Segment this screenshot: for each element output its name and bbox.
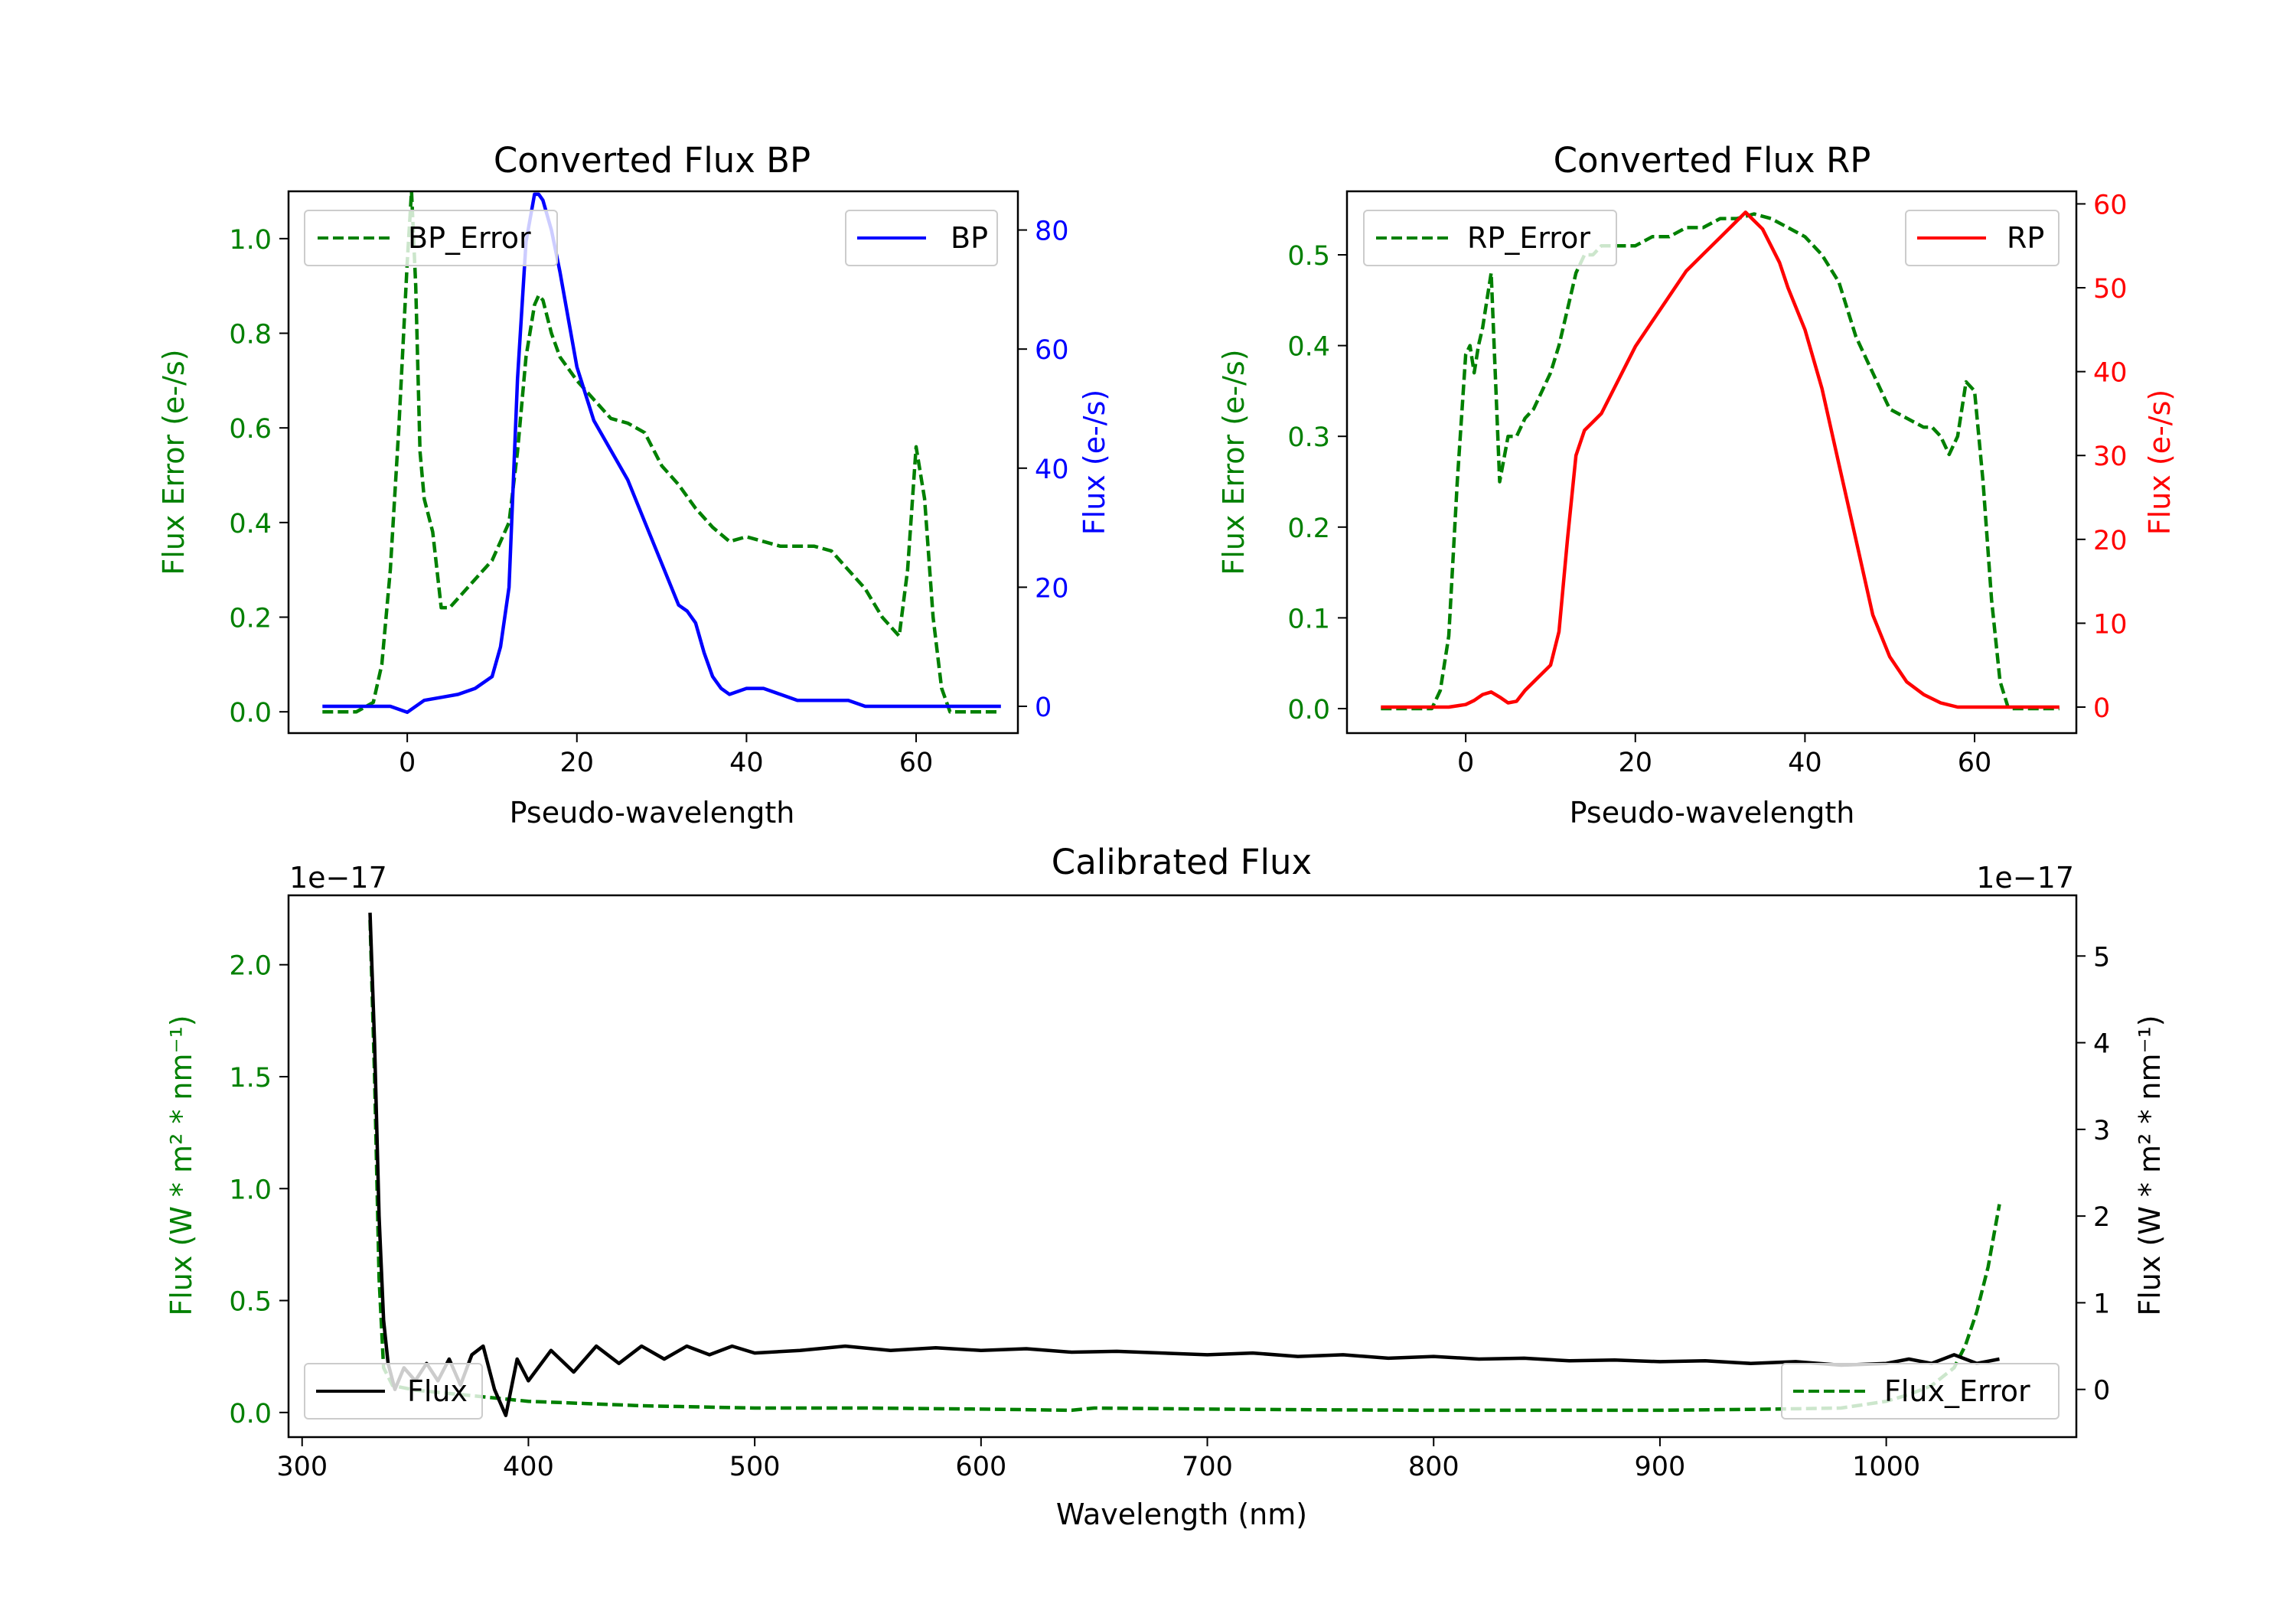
bp-right-ytick-label: 80 <box>1035 217 1069 247</box>
cal-left-ytick-label: 1.5 <box>229 1063 272 1094</box>
cal-xtick-label: 400 <box>503 1452 554 1482</box>
cal-legend-left-label: Flux <box>407 1374 468 1408</box>
cal-left-ytick-label: 0.0 <box>229 1399 272 1429</box>
bp-left-ytick-label: 0.8 <box>229 320 272 350</box>
rp-xtick-label: 0 <box>1457 748 1474 778</box>
bp-right-ylabel: Flux (e-/s) <box>1078 390 1111 535</box>
bp-plot-area: 0 20 40 60 0.0 0.2 0.4 0.6 0.8 1.0 0 20 40 60 80 <box>229 190 1069 778</box>
bp-right-ytick-label: 20 <box>1035 573 1069 604</box>
cal-xtick-label: 800 <box>1408 1452 1459 1482</box>
rp-left-ytick-label: 0.1 <box>1287 604 1330 634</box>
cal-right-ytick-label: 2 <box>2093 1202 2110 1233</box>
cal-legend-right[interactable]: Flux_Error <box>1781 1363 2060 1420</box>
rp-left-ytick-label: 0.2 <box>1287 513 1330 544</box>
cal-legend-right-label: Flux_Error <box>1884 1374 2030 1408</box>
rp-xtick-label: 40 <box>1788 748 1822 778</box>
bp-xtick-label: 40 <box>729 748 764 778</box>
rp-left-ytick-label: 0.4 <box>1287 332 1330 363</box>
cal-right-ytick-label: 4 <box>2093 1029 2110 1060</box>
bp-title: Converted Flux BP <box>494 140 810 181</box>
rp-right-ytick-label: 20 <box>2093 526 2128 556</box>
cal-xtick-label: 900 <box>1635 1452 1686 1482</box>
bp-left-ylabel: Flux Error (e-/s) <box>157 349 191 575</box>
rp-title: Converted Flux RP <box>1554 140 1871 181</box>
rp-left-ytick-label: 0.5 <box>1287 241 1330 272</box>
bp-xtick-label: 20 <box>559 748 594 778</box>
cal-xtick-label: 1000 <box>1852 1452 1920 1482</box>
cal-right-offset-text: 1e−17 <box>1976 861 2074 895</box>
cal-left-ytick-label: 2.0 <box>229 951 272 982</box>
rp-plot-area: 0 20 40 60 0.0 0.1 0.2 0.3 0.4 0.5 0 10 20 30 40 50 60 <box>1287 190 2127 778</box>
rp-legend-left-frame <box>1363 210 1617 266</box>
cal-xtick-label: 300 <box>276 1452 328 1482</box>
bp-left-ytick-label: 0.0 <box>229 698 272 729</box>
bp-left-ytick-label: 0.6 <box>229 414 272 445</box>
rp-xtick-label: 60 <box>1958 748 1992 778</box>
bp-panel: Converted Flux BP 0 20 40 60 0.0 0.2 0.4 0.6 0.8… <box>157 140 1111 830</box>
bp-legend-left-frame <box>304 210 558 266</box>
bp-left-ytick-label: 1.0 <box>229 225 272 256</box>
rp-left-ytick-label: 0.0 <box>1287 695 1330 725</box>
rp-right-ytick-label: 50 <box>2093 274 2128 305</box>
rp-legend-left[interactable]: RP_Error <box>1363 210 1617 266</box>
rp-legend-right[interactable]: RP <box>1905 210 2060 266</box>
cal-left-ytick-label: 0.5 <box>229 1287 272 1318</box>
bp-legend-right[interactable]: BP <box>845 210 998 266</box>
rp-right-ylabel: Flux (e-/s) <box>2143 390 2177 535</box>
rp-series-rp <box>1381 210 2060 709</box>
cal-xtick-label: 500 <box>729 1452 781 1482</box>
bp-legend-left[interactable]: BP_Error <box>304 210 558 266</box>
cal-right-ytick-label: 3 <box>2093 1116 2110 1146</box>
bp-xlabel: Pseudo-wavelength <box>510 796 795 830</box>
rp-axes-frame <box>1345 190 2078 735</box>
bp-legend-left-label: BP_Error <box>408 221 531 255</box>
cal-right-ytick-label: 1 <box>2093 1289 2110 1319</box>
cal-left-ytick-label: 1.0 <box>229 1175 272 1205</box>
rp-right-ytick-label: 0 <box>2093 693 2110 724</box>
bp-axes-frame <box>287 190 1019 735</box>
cal-legend-right-frame <box>1781 1363 2060 1420</box>
bp-right-ytick-label: 60 <box>1035 335 1069 366</box>
rp-left-ylabel: Flux Error (e-/s) <box>1217 349 1251 575</box>
bp-series-bp <box>322 192 1001 715</box>
bp-right-ytick-label: 40 <box>1035 455 1069 485</box>
cal-left-ylabel: Flux (W * m² * nm⁻¹) <box>165 1015 198 1315</box>
cal-left-offset-text: 1e−17 <box>289 861 387 895</box>
rp-series-rp-error <box>1381 212 2060 711</box>
rp-panel: Converted Flux RP 0 20 40 60 0.0 0.1 0.2 0.3 0.4… <box>1217 140 2177 830</box>
cal-right-ytick-label: 0 <box>2093 1376 2110 1407</box>
rp-xtick-label: 20 <box>1618 748 1652 778</box>
cal-right-ylabel: Flux (W * m² * nm⁻¹) <box>2133 1015 2167 1315</box>
rp-right-ytick-label: 40 <box>2093 358 2128 389</box>
rp-right-ytick-label: 30 <box>2093 442 2128 472</box>
rp-right-ytick-label: 10 <box>2093 609 2128 640</box>
cal-right-ytick-label: 5 <box>2093 942 2110 973</box>
cal-xtick-label: 600 <box>955 1452 1006 1482</box>
bp-left-ytick-label: 0.4 <box>229 509 272 539</box>
bp-legend-right-label: BP <box>951 221 988 255</box>
bp-series-bp-error <box>322 191 1001 714</box>
bp-left-ytick-label: 0.2 <box>229 604 272 634</box>
rp-xlabel: Pseudo-wavelength <box>1570 796 1855 830</box>
cal-panel: Calibrated Flux 1e−17 1e−17 300 400 500 600… <box>165 842 2167 1531</box>
cal-xlabel: Wavelength (nm) <box>1056 1498 1307 1531</box>
rp-legend-left-label: RP_Error <box>1467 221 1590 255</box>
rp-right-ytick-label: 60 <box>2093 190 2128 220</box>
cal-legend-left[interactable]: Flux <box>304 1363 483 1420</box>
cal-title: Calibrated Flux <box>1052 842 1312 882</box>
cal-axes-frame <box>287 894 2078 1439</box>
cal-series-flux-error <box>368 920 2001 1413</box>
cal-xtick-label: 700 <box>1182 1452 1233 1482</box>
cal-legend-left-frame <box>304 1363 483 1420</box>
rp-left-ytick-label: 0.3 <box>1287 422 1330 453</box>
bp-right-ytick-label: 0 <box>1035 693 1052 723</box>
bp-xtick-label: 0 <box>399 748 416 778</box>
rp-legend-right-label: RP <box>2007 221 2044 255</box>
bp-xtick-label: 60 <box>899 748 934 778</box>
